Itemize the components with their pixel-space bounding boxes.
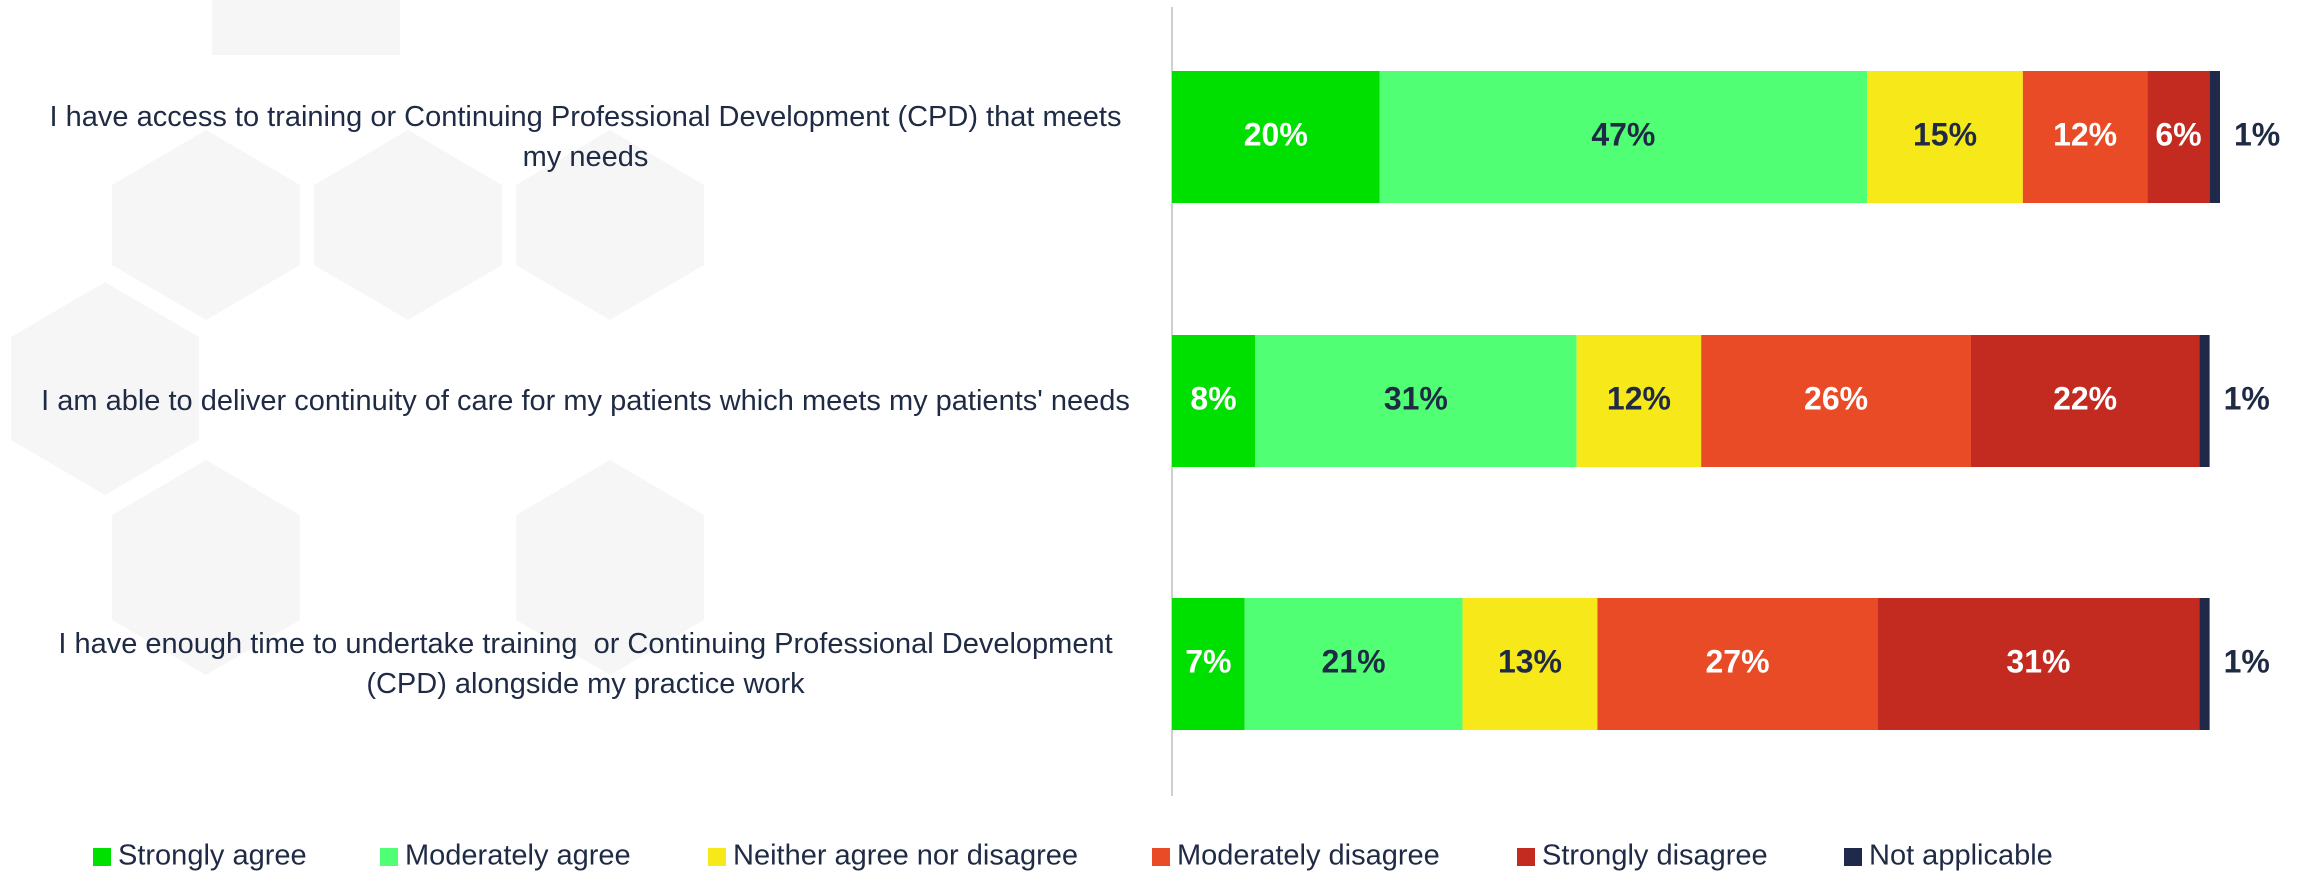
- data-label: 22%: [2053, 380, 2117, 416]
- data-label: 6%: [2155, 116, 2201, 152]
- bar-segment: [2199, 335, 2209, 467]
- data-label: 1%: [2224, 380, 2270, 416]
- hexagon: [212, 0, 400, 55]
- data-label: 13%: [1498, 643, 1562, 679]
- legend-label: Not applicable: [1869, 840, 2053, 872]
- bar-segment: [2199, 598, 2209, 730]
- category-label: I have access to training or Continuing …: [30, 97, 1141, 177]
- legend-label: Strongly agree: [118, 840, 307, 872]
- data-label: 8%: [1190, 380, 1236, 416]
- data-label: 1%: [2224, 643, 2270, 679]
- legend-swatch: [380, 848, 398, 866]
- data-label: 1%: [2234, 116, 2280, 152]
- legend-label: Moderately disagree: [1177, 840, 1440, 872]
- bar-segment: [2210, 71, 2220, 203]
- legend-swatch: [93, 848, 111, 866]
- page: {"chart_data": { "type": "bar", "orienta…: [0, 0, 2302, 873]
- data-label: 31%: [1384, 380, 1448, 416]
- legend-swatch: [1152, 848, 1170, 866]
- data-label: 7%: [1185, 643, 1231, 679]
- category-label: I have enough time to undertake training…: [30, 624, 1141, 704]
- data-label: 12%: [2053, 116, 2117, 152]
- legend-swatch: [1517, 848, 1535, 866]
- legend-label: Neither agree nor disagree: [733, 840, 1078, 872]
- legend-label: Moderately agree: [405, 840, 631, 872]
- data-label: 12%: [1607, 380, 1671, 416]
- data-label: 31%: [2006, 643, 2070, 679]
- category-label: I am able to deliver continuity of care …: [30, 381, 1141, 421]
- legend-swatch: [708, 848, 726, 866]
- legend-label: Strongly disagree: [1542, 840, 1768, 872]
- data-label: 47%: [1591, 116, 1655, 152]
- data-label: 26%: [1804, 380, 1868, 416]
- data-label: 27%: [1705, 643, 1769, 679]
- data-label: 21%: [1322, 643, 1386, 679]
- legend-swatch: [1844, 848, 1862, 866]
- data-label: 15%: [1913, 116, 1977, 152]
- data-label: 20%: [1244, 116, 1308, 152]
